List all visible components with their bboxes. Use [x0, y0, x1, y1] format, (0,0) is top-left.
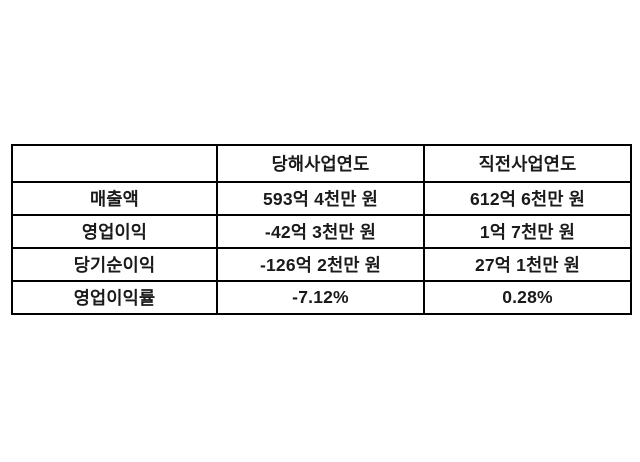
cell-operating-margin-current-year: -7.12%: [216, 280, 425, 315]
financial-summary-table: 당해사업연도 직전사업연도 매출액 593억 4천만 원 612억 6천만 원 …: [11, 144, 632, 315]
cell-net-income-current-year: -126억 2천만 원: [216, 247, 425, 282]
table-row-operating-margin: 영업이익률 -7.12% 0.28%: [11, 280, 632, 315]
table-header-row: 당해사업연도 직전사업연도: [11, 144, 632, 183]
row-label-net-income: 당기순이익: [11, 247, 218, 282]
row-label-revenue: 매출액: [11, 181, 218, 216]
cell-operating-margin-previous-year: 0.28%: [423, 280, 632, 315]
cell-operating-profit-previous-year: 1억 7천만 원: [423, 214, 632, 249]
table-row-net-income: 당기순이익 -126억 2천만 원 27억 1천만 원: [11, 247, 632, 282]
table-row-operating-profit: 영업이익 -42억 3천만 원 1억 7천만 원: [11, 214, 632, 249]
row-label-operating-profit: 영업이익: [11, 214, 218, 249]
cell-revenue-current-year: 593억 4천만 원: [216, 181, 425, 216]
header-cell-empty: [11, 144, 218, 183]
cell-net-income-previous-year: 27억 1천만 원: [423, 247, 632, 282]
header-cell-current-fiscal-year: 당해사업연도: [216, 144, 425, 183]
cell-operating-profit-current-year: -42억 3천만 원: [216, 214, 425, 249]
cell-revenue-previous-year: 612억 6천만 원: [423, 181, 632, 216]
row-label-operating-margin: 영업이익률: [11, 280, 218, 315]
header-cell-previous-fiscal-year: 직전사업연도: [423, 144, 632, 183]
table-row-revenue: 매출액 593억 4천만 원 612억 6천만 원: [11, 181, 632, 216]
